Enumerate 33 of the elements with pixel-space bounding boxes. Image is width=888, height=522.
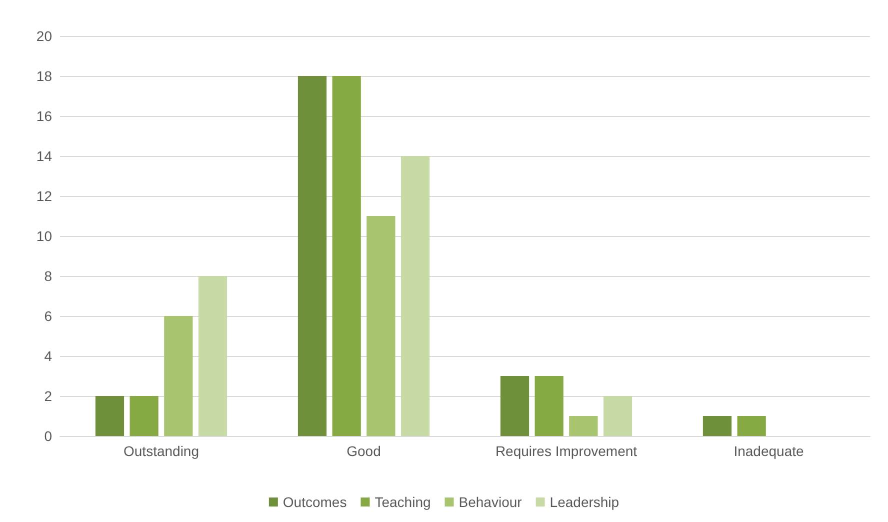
legend-label: Teaching <box>374 494 431 510</box>
legend-label: Behaviour <box>458 494 522 510</box>
y-tick-label: 14 <box>36 148 52 164</box>
y-tick-label: 0 <box>44 428 52 444</box>
bar <box>603 396 632 436</box>
legend-label: Outcomes <box>282 494 347 510</box>
y-tick-label: 2 <box>44 388 52 404</box>
bar <box>332 76 361 436</box>
y-tick-label: 4 <box>44 348 52 364</box>
bar <box>569 416 598 436</box>
bar <box>500 376 530 436</box>
y-tick-label: 18 <box>36 68 52 84</box>
y-tick-label: 20 <box>36 28 52 44</box>
bar <box>737 416 766 436</box>
x-tick-label: Good <box>346 443 381 459</box>
x-tick-label: Requires Improvement <box>495 443 638 459</box>
y-tick-label: 16 <box>36 108 52 124</box>
bar <box>198 276 228 436</box>
y-tick-label: 8 <box>44 268 52 284</box>
bar <box>702 416 732 436</box>
y-tick-label: 6 <box>44 308 52 324</box>
bar <box>95 396 124 436</box>
legend-label: Leadership <box>550 494 620 510</box>
bar <box>130 396 158 436</box>
bar <box>298 76 327 436</box>
x-tick-label: Outstanding <box>124 443 199 459</box>
x-tick-label: Inadequate <box>734 443 804 459</box>
bar <box>400 156 430 436</box>
bar <box>164 316 193 436</box>
y-tick-label: 10 <box>36 228 52 244</box>
bar <box>366 216 396 436</box>
y-tick-label: 12 <box>36 188 52 204</box>
bar <box>534 376 564 436</box>
